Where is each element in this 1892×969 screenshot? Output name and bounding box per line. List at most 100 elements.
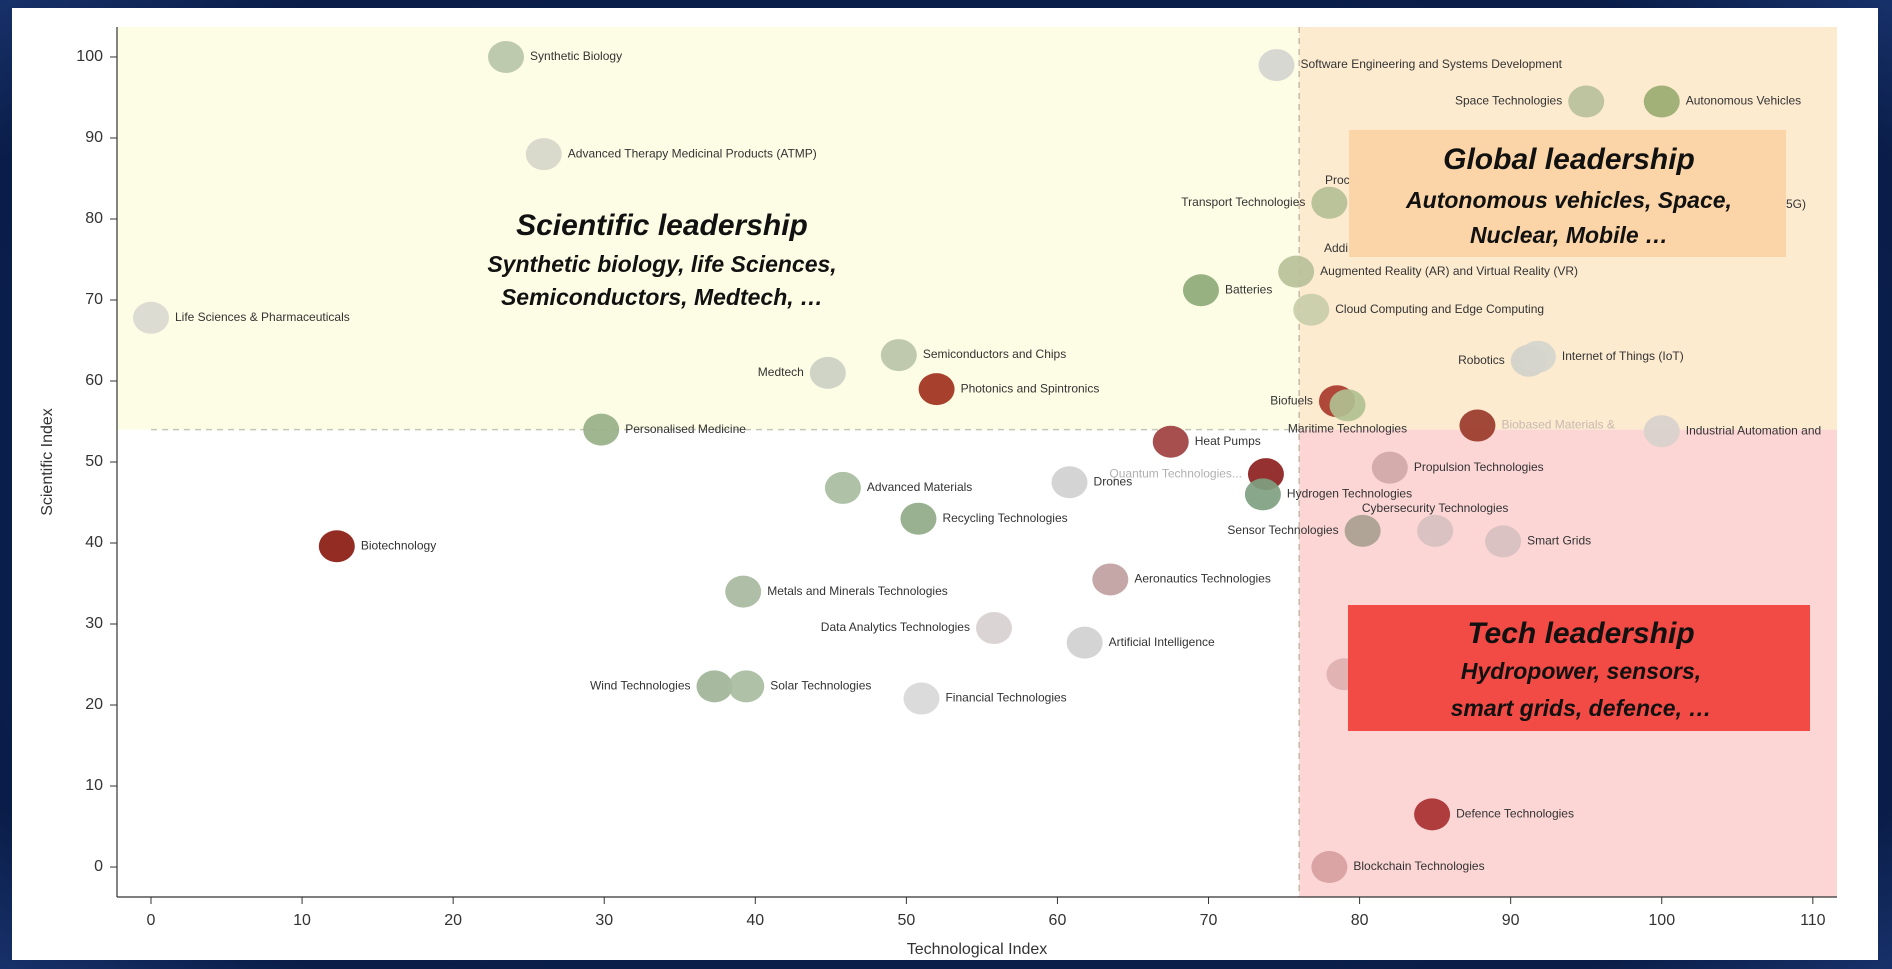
point bbox=[1293, 293, 1330, 326]
point bbox=[918, 373, 955, 406]
point-label: Smart Grids bbox=[1527, 534, 1591, 548]
y-tick-label: 90 bbox=[85, 129, 103, 146]
point bbox=[900, 502, 937, 535]
point-label: Photonics and Spintronics bbox=[961, 381, 1100, 395]
y-tick-label: 10 bbox=[85, 777, 103, 794]
point-label: Batteries bbox=[1225, 282, 1272, 296]
point-label: Defence Technologies bbox=[1456, 807, 1574, 821]
point-label: Robotics bbox=[1458, 353, 1505, 367]
y-tick-label: 100 bbox=[76, 48, 103, 65]
point-label: Sensor Technologies bbox=[1227, 523, 1338, 537]
annotation-line: Hydropower, sensors, bbox=[1461, 658, 1701, 684]
point-label: Software Engineering and Systems Develop… bbox=[1301, 57, 1563, 71]
point bbox=[809, 356, 846, 389]
point bbox=[1643, 415, 1680, 448]
y-tick-label: 70 bbox=[85, 291, 103, 308]
point bbox=[880, 339, 917, 372]
y-tick-label: 80 bbox=[85, 210, 103, 227]
x-tick-label: 10 bbox=[293, 912, 311, 929]
point-label: Biobased Materials & bbox=[1501, 418, 1614, 432]
x-tick-label: 50 bbox=[897, 912, 915, 929]
partial-label: Addi bbox=[1324, 241, 1348, 255]
point bbox=[1371, 451, 1408, 484]
x-tick-label: 40 bbox=[746, 912, 764, 929]
point-label: Synthetic Biology bbox=[530, 49, 622, 63]
point-label: Wind Technologies bbox=[590, 679, 691, 693]
point-label: Augmented Reality (AR) and Virtual Reali… bbox=[1320, 264, 1578, 278]
annotation-line: Autonomous vehicles, Space, bbox=[1405, 187, 1732, 213]
y-tick-label: 20 bbox=[85, 696, 103, 713]
point bbox=[1244, 478, 1281, 511]
point bbox=[1092, 563, 1129, 596]
point bbox=[1258, 49, 1295, 82]
annotation-line: Nuclear, Mobile … bbox=[1470, 222, 1668, 248]
point-label: Autonomous Vehicles bbox=[1686, 94, 1801, 108]
point bbox=[488, 40, 525, 73]
point bbox=[318, 530, 355, 563]
point bbox=[1152, 425, 1189, 458]
point bbox=[525, 138, 562, 171]
y-tick-label: 40 bbox=[85, 534, 103, 551]
x-tick-label: 30 bbox=[595, 912, 613, 929]
point-label: Biofuels bbox=[1270, 393, 1313, 407]
point-label: Semiconductors and Chips bbox=[923, 347, 1066, 361]
point bbox=[975, 612, 1012, 645]
point-label: Aeronautics Technologies bbox=[1134, 572, 1271, 586]
point bbox=[1051, 466, 1088, 499]
point-label: Biotechnology bbox=[361, 538, 436, 552]
point bbox=[696, 670, 733, 703]
y-tick-label: 50 bbox=[85, 453, 103, 470]
point bbox=[1414, 798, 1451, 831]
x-tick-label: 110 bbox=[1800, 912, 1826, 929]
point bbox=[1278, 255, 1315, 288]
point-label: Life Sciences & Pharmaceuticals bbox=[175, 310, 350, 324]
x-tick-label: 90 bbox=[1502, 912, 1520, 929]
point-label: Advanced Therapy Medicinal Products (ATM… bbox=[568, 146, 817, 160]
annotation-box bbox=[1348, 605, 1810, 731]
point bbox=[1519, 340, 1556, 373]
point-label: Industrial Automation and bbox=[1686, 423, 1821, 437]
point-label: Recycling Technologies bbox=[942, 511, 1067, 525]
annotation-box bbox=[1349, 130, 1786, 257]
partial-label: 5G) bbox=[1786, 197, 1806, 211]
point bbox=[132, 301, 169, 334]
point bbox=[1459, 409, 1496, 442]
point bbox=[1329, 389, 1366, 422]
y-axis-label: Scientific Index bbox=[39, 408, 56, 516]
point-label: Artificial Intelligence bbox=[1109, 635, 1215, 649]
annotation-title: Tech leadership bbox=[1467, 617, 1694, 650]
point bbox=[824, 471, 861, 504]
point-label: Advanced Materials bbox=[867, 480, 972, 494]
region-scientific bbox=[117, 27, 1300, 430]
annotation-line: Synthetic biology, life Sciences, bbox=[487, 251, 836, 277]
point bbox=[728, 670, 765, 703]
x-tick-label: 100 bbox=[1648, 912, 1675, 929]
point-label: Space Technologies bbox=[1455, 94, 1562, 108]
point-label: Data Analytics Technologies bbox=[821, 620, 970, 634]
y-tick-label: 60 bbox=[85, 372, 103, 389]
point-label: Heat Pumps bbox=[1195, 434, 1261, 448]
point-label: Metals and Minerals Technologies bbox=[767, 584, 948, 598]
x-tick-label: 70 bbox=[1200, 912, 1218, 929]
x-tick-label: 0 bbox=[147, 912, 156, 929]
point bbox=[1182, 274, 1219, 307]
point bbox=[1311, 186, 1348, 219]
point bbox=[725, 575, 762, 608]
point bbox=[1568, 85, 1605, 118]
x-tick-label: 60 bbox=[1049, 912, 1067, 929]
partial-label: Proc bbox=[1325, 173, 1350, 187]
annotation-title: Global leadership bbox=[1443, 143, 1695, 176]
point-label: Financial Technologies bbox=[945, 691, 1066, 705]
point-label: Solar Technologies bbox=[770, 679, 871, 693]
point bbox=[1417, 514, 1454, 547]
point-label: Cybersecurity Technologies bbox=[1362, 501, 1509, 515]
point-label: Internet of Things (IoT) bbox=[1562, 349, 1684, 363]
point-label: Personalised Medicine bbox=[625, 422, 746, 436]
point-label: Quantum Technologies... bbox=[1109, 466, 1242, 480]
point-label: Medtech bbox=[758, 365, 804, 379]
y-tick-label: 0 bbox=[94, 858, 103, 875]
point bbox=[1485, 525, 1522, 558]
point bbox=[1066, 626, 1103, 659]
